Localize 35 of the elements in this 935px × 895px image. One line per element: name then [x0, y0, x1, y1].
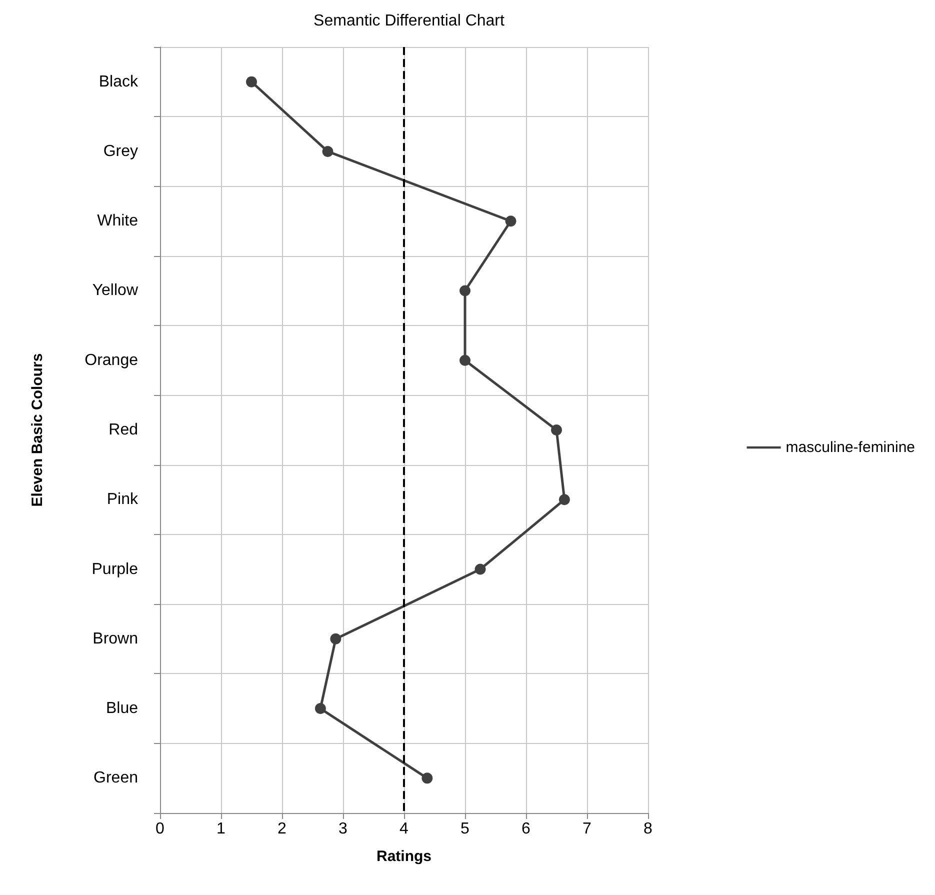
point	[558, 494, 570, 506]
y-tick-label: Green	[94, 770, 138, 787]
chart-title: Semantic Differential Chart	[314, 12, 505, 30]
x-axis-title: Ratings	[376, 848, 432, 865]
y-axis-title: Eleven Basic Colours	[29, 353, 46, 507]
y-tick-label: Brown	[92, 630, 138, 648]
x-tick-label: 6	[522, 820, 531, 838]
y-tick-label: Black	[98, 73, 139, 90]
x-tick-label: 3	[338, 820, 348, 838]
point	[460, 285, 470, 296]
point	[505, 216, 516, 227]
x-tick-label: 7	[582, 820, 592, 838]
x-tick-label: 5	[460, 820, 470, 838]
y-tick-label: Red	[108, 422, 138, 438]
x-tick-label: 0	[156, 820, 165, 838]
x-tick-label: 1	[216, 820, 226, 838]
point	[474, 564, 486, 575]
point	[330, 633, 342, 644]
y-tick-label: Orange	[84, 352, 138, 369]
legend-label: masculine-feminine	[786, 439, 916, 456]
x-tick-label: 8	[644, 820, 653, 838]
point	[460, 354, 470, 366]
y-tick-label: Blue	[106, 700, 138, 718]
y-tick-label: Yellow	[92, 282, 138, 300]
point	[322, 146, 334, 157]
x-tick-label: 2	[278, 820, 287, 838]
point	[314, 703, 326, 714]
point	[551, 424, 562, 436]
x-tick-label: 4	[400, 820, 409, 838]
y-tick-label: Pink	[106, 491, 139, 508]
point	[422, 772, 433, 784]
y-tick-label: Purple	[92, 560, 138, 578]
y-tick-label: Grey	[103, 142, 138, 160]
y-tick-label: White	[97, 212, 138, 230]
point	[246, 76, 257, 88]
